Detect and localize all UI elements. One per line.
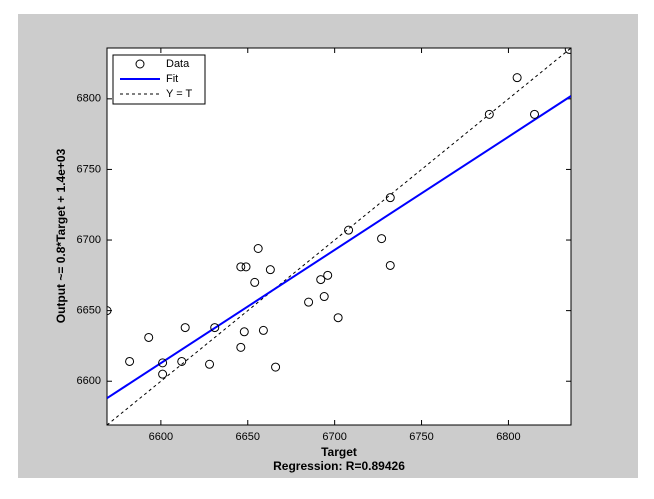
data-point	[144, 332, 154, 342]
data-point	[385, 193, 395, 203]
x-tick-label: 6600	[149, 431, 173, 443]
data-point	[125, 356, 135, 366]
data-point	[323, 270, 333, 280]
data-point	[236, 262, 246, 272]
plot-area	[106, 47, 572, 426]
x-tick-label: 6700	[322, 431, 346, 443]
data-point	[344, 225, 354, 235]
x-tick-label: 6650	[236, 431, 260, 443]
identity-line	[107, 48, 571, 425]
data-point	[484, 109, 494, 119]
data-point	[205, 359, 215, 369]
fit-line	[107, 95, 571, 400]
data-point	[385, 260, 395, 270]
x-tick-label: 6750	[409, 431, 433, 443]
data-point	[258, 325, 268, 335]
data-point	[210, 323, 220, 333]
data-point	[180, 323, 190, 333]
x-axis-label: Target	[321, 445, 357, 459]
data-point	[304, 297, 314, 307]
data-point	[316, 275, 326, 285]
data-point	[253, 244, 263, 254]
y-tick-label: 6800	[77, 93, 101, 105]
y-tick-label: 6750	[77, 163, 101, 175]
y-tick-label: 6600	[77, 375, 101, 387]
y-tick-label: 6650	[77, 305, 101, 317]
data-point	[250, 277, 260, 287]
data-point	[107, 306, 112, 316]
data-point	[177, 356, 187, 366]
data-point	[158, 358, 168, 368]
data-point	[241, 262, 251, 272]
legend: Data Fit Y = T	[112, 54, 206, 105]
legend-label: Fit	[166, 73, 178, 85]
plot-layer	[107, 48, 571, 425]
legend-marker	[135, 59, 145, 69]
legend-label: Data	[166, 58, 190, 70]
chart-title: Regression: R=0.89426	[273, 459, 405, 473]
data-point	[265, 265, 275, 275]
data-point	[512, 73, 522, 83]
data-point	[377, 234, 387, 244]
legend-label: Y = T	[166, 88, 192, 100]
data-point	[564, 48, 571, 54]
data-point	[239, 327, 249, 337]
data-point	[530, 109, 540, 119]
data-point	[271, 362, 281, 372]
data-point	[333, 313, 343, 323]
data-point	[158, 369, 168, 379]
y-axis-label: Output ~= 0.8*Target + 1.4e+03	[54, 148, 68, 323]
data-point	[236, 342, 246, 352]
y-tick-label: 6700	[77, 234, 101, 246]
x-tick-label: 6800	[496, 431, 520, 443]
data-point	[319, 292, 329, 302]
